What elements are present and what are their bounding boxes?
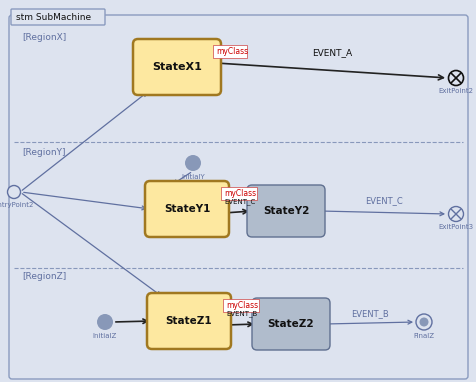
FancyBboxPatch shape [213,45,247,58]
Text: FinalZ: FinalZ [413,333,434,339]
Circle shape [447,207,463,222]
Circle shape [418,317,427,327]
FancyBboxPatch shape [145,181,228,237]
Text: StateZ2: StateZ2 [267,319,314,329]
Circle shape [415,314,431,330]
Text: InitialY: InitialY [181,174,205,180]
Text: EVENT_B: EVENT_B [351,309,388,318]
FancyBboxPatch shape [133,39,220,95]
Circle shape [8,186,20,199]
Text: StateZ1: StateZ1 [165,316,212,326]
Text: [RegionZ]: [RegionZ] [22,272,66,281]
Text: EVENT_A: EVENT_A [311,48,351,57]
Text: [RegionY]: [RegionY] [22,148,65,157]
FancyBboxPatch shape [9,15,467,379]
Text: myClass: myClass [224,189,256,199]
FancyBboxPatch shape [11,9,105,25]
Text: StateY1: StateY1 [163,204,210,214]
Text: [RegionX]: [RegionX] [22,33,66,42]
Text: ExitPoint2: ExitPoint2 [437,88,473,94]
FancyBboxPatch shape [220,187,257,200]
Text: myClass: myClass [226,301,258,311]
Circle shape [97,314,113,330]
Circle shape [447,71,463,86]
Text: stm SubMachine: stm SubMachine [16,13,91,22]
Text: StateY2: StateY2 [262,206,308,216]
Text: InitialZ: InitialZ [93,333,117,339]
FancyBboxPatch shape [223,299,258,312]
Text: myClass: myClass [216,47,248,57]
Text: EVENT_C: EVENT_C [364,196,402,205]
FancyBboxPatch shape [247,185,324,237]
FancyBboxPatch shape [147,293,230,349]
Circle shape [185,155,200,171]
Text: EVENT_C: EVENT_C [224,199,255,206]
Text: ExitPoint3: ExitPoint3 [437,224,473,230]
FancyBboxPatch shape [251,298,329,350]
Text: StateX1: StateX1 [152,62,201,72]
Text: EVENT_B: EVENT_B [226,311,257,317]
Text: EntryPoint2: EntryPoint2 [0,202,34,208]
